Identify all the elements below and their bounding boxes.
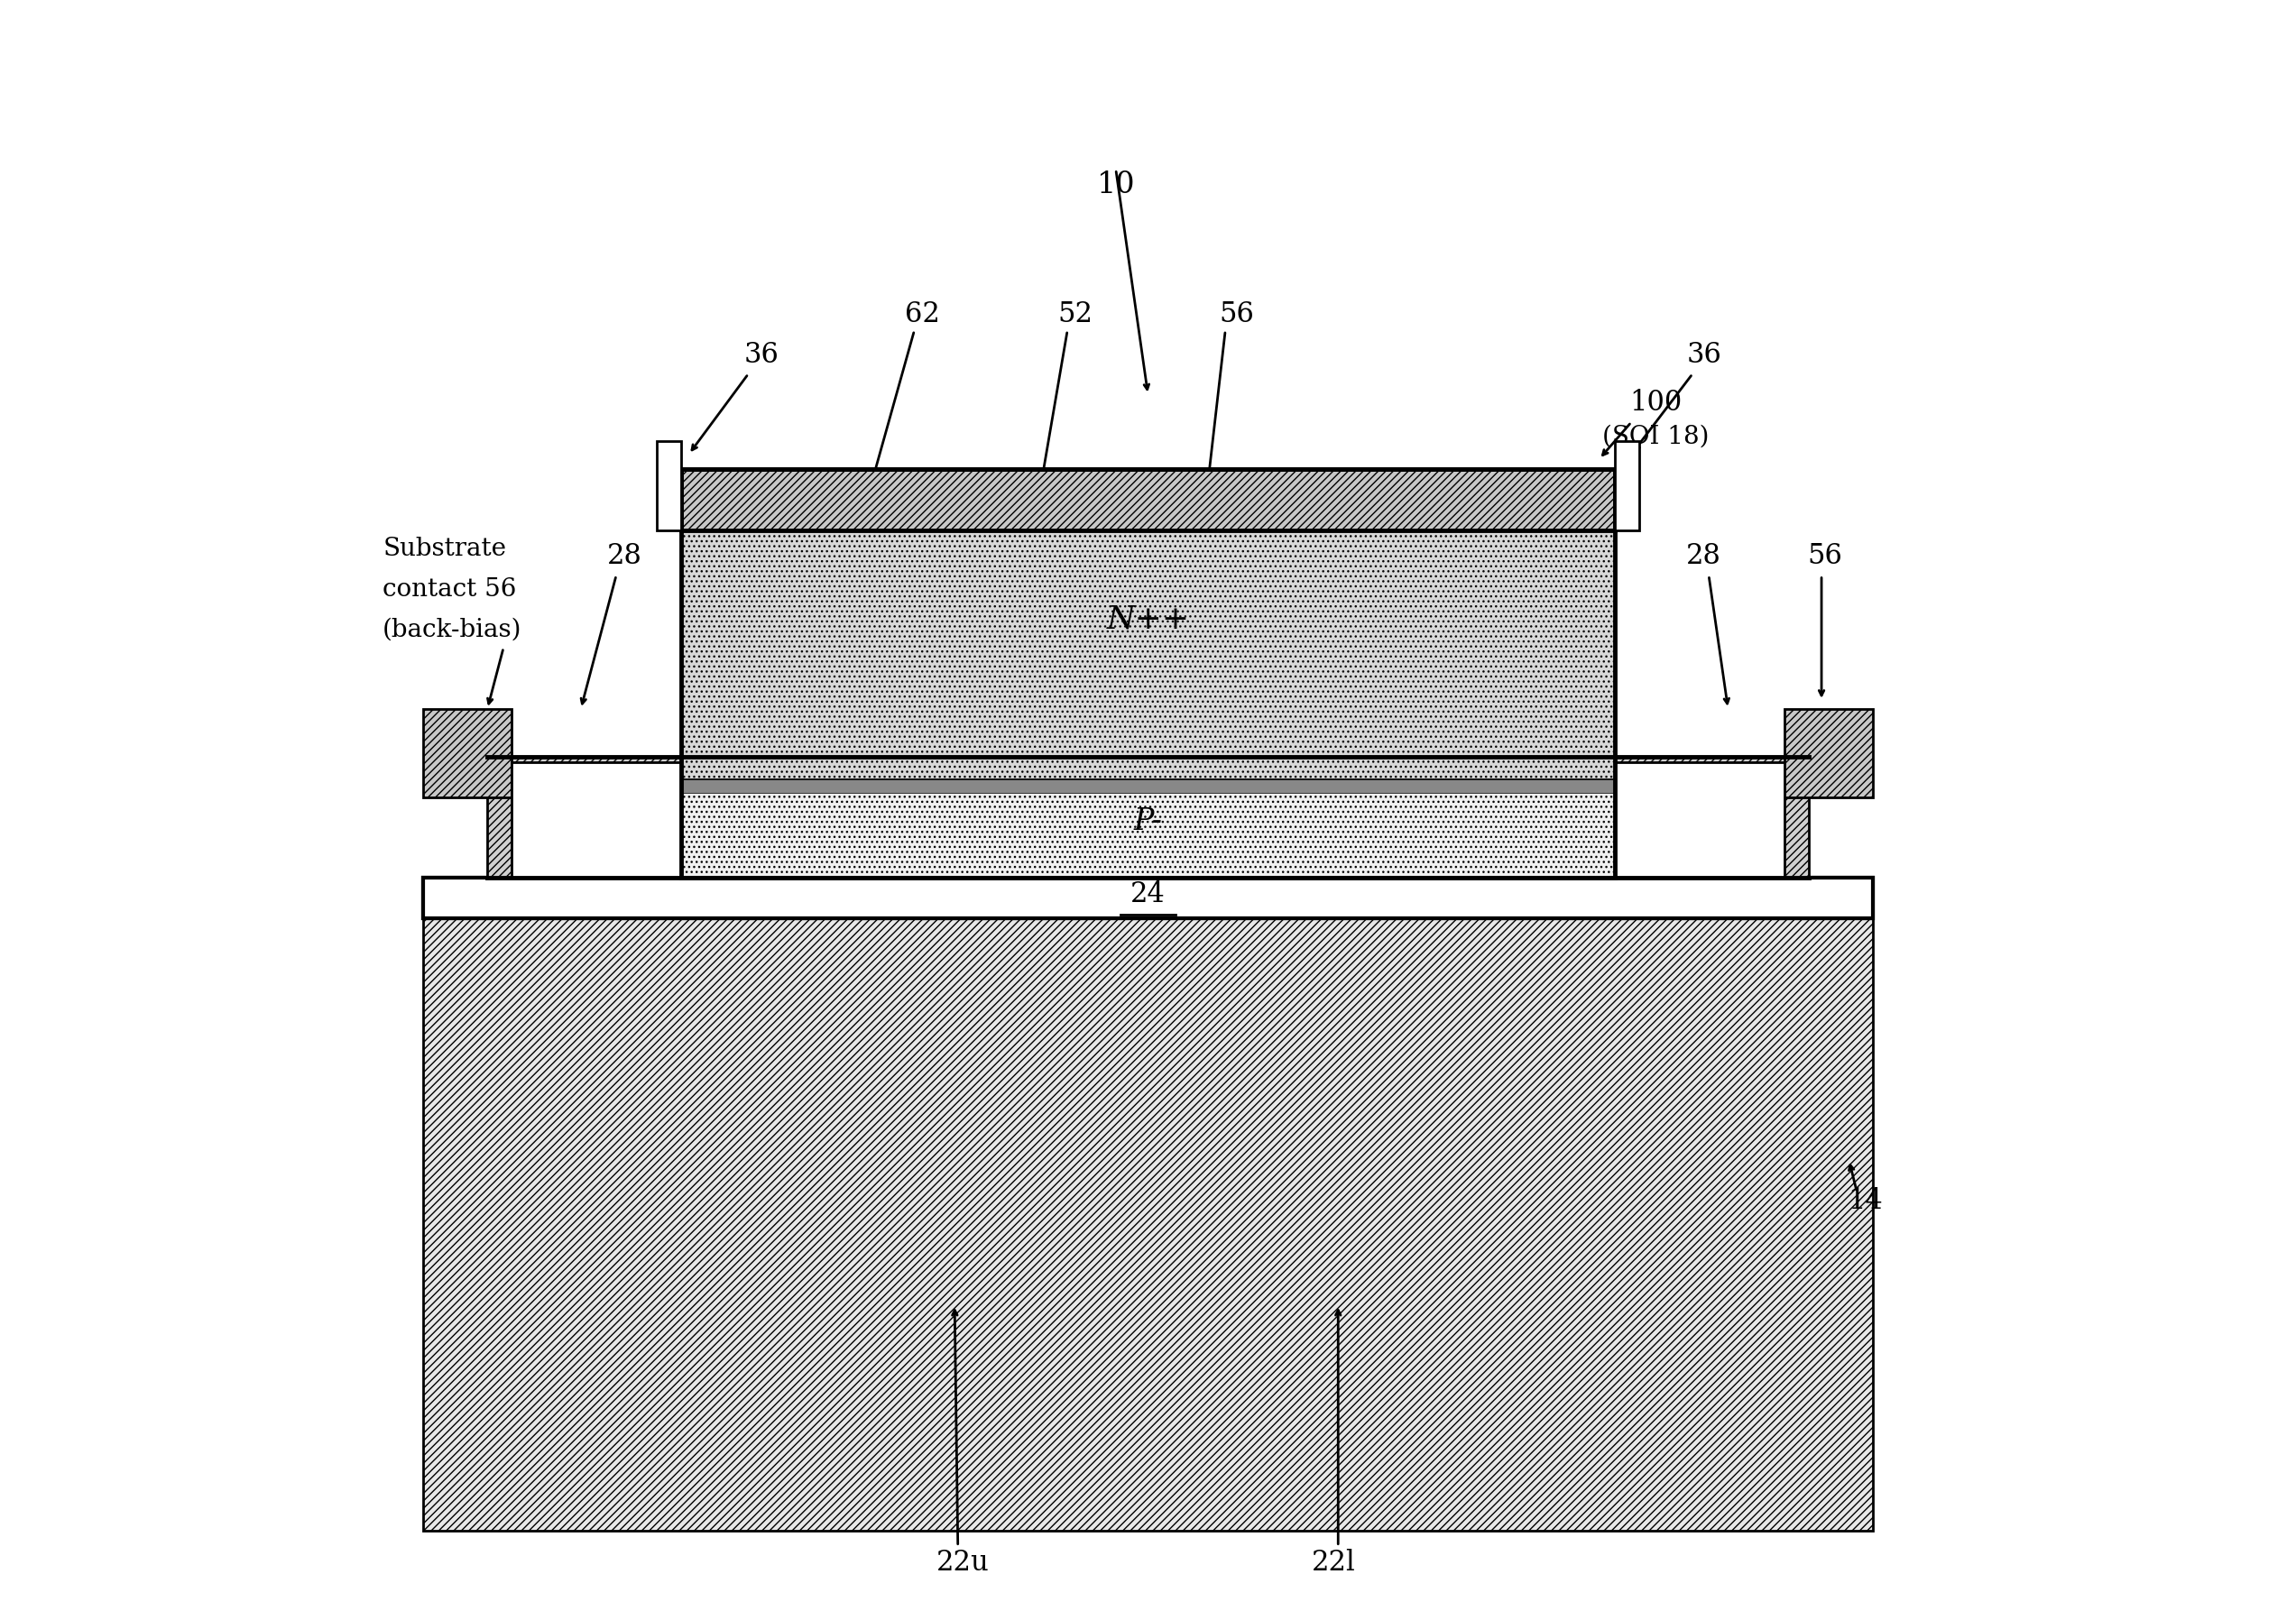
Text: 56: 56 (1219, 301, 1254, 329)
Text: 14: 14 (1848, 1187, 1883, 1215)
Text: 36: 36 (744, 342, 778, 369)
Bar (657, 441, 680, 530)
Bar (1616, 762, 1784, 878)
Bar (680, 469, 1616, 878)
Text: 24: 24 (1130, 881, 1166, 909)
Text: 10: 10 (1097, 171, 1134, 200)
Bar (422, 709, 512, 797)
Text: Substrate: Substrate (383, 536, 505, 561)
Text: 62: 62 (905, 301, 939, 329)
Text: 36: 36 (1685, 342, 1722, 369)
Bar (512, 762, 680, 878)
Text: 28: 28 (1685, 543, 1722, 570)
Bar (487, 757, 1809, 878)
Text: (back-bias): (back-bias) (383, 617, 521, 641)
Bar (422, 918, 1874, 1530)
Bar (680, 530, 1616, 780)
Bar (680, 469, 1616, 530)
Bar (680, 789, 1616, 878)
Bar (680, 780, 1616, 793)
Bar (422, 878, 1874, 918)
Text: 22l: 22l (1311, 1550, 1355, 1577)
Text: 56: 56 (1807, 543, 1841, 570)
Text: N++: N++ (1107, 604, 1189, 635)
Text: 52: 52 (1058, 301, 1093, 329)
Bar (1616, 441, 1639, 530)
Text: P-: P- (1134, 807, 1162, 836)
Text: 28: 28 (606, 543, 643, 570)
Text: contact 56: contact 56 (383, 577, 517, 601)
Text: 22u: 22u (937, 1550, 990, 1577)
Text: (SOI 18): (SOI 18) (1603, 424, 1708, 448)
Bar (422, 878, 1874, 918)
Text: 100: 100 (1630, 390, 1683, 417)
Bar (1784, 709, 1874, 797)
